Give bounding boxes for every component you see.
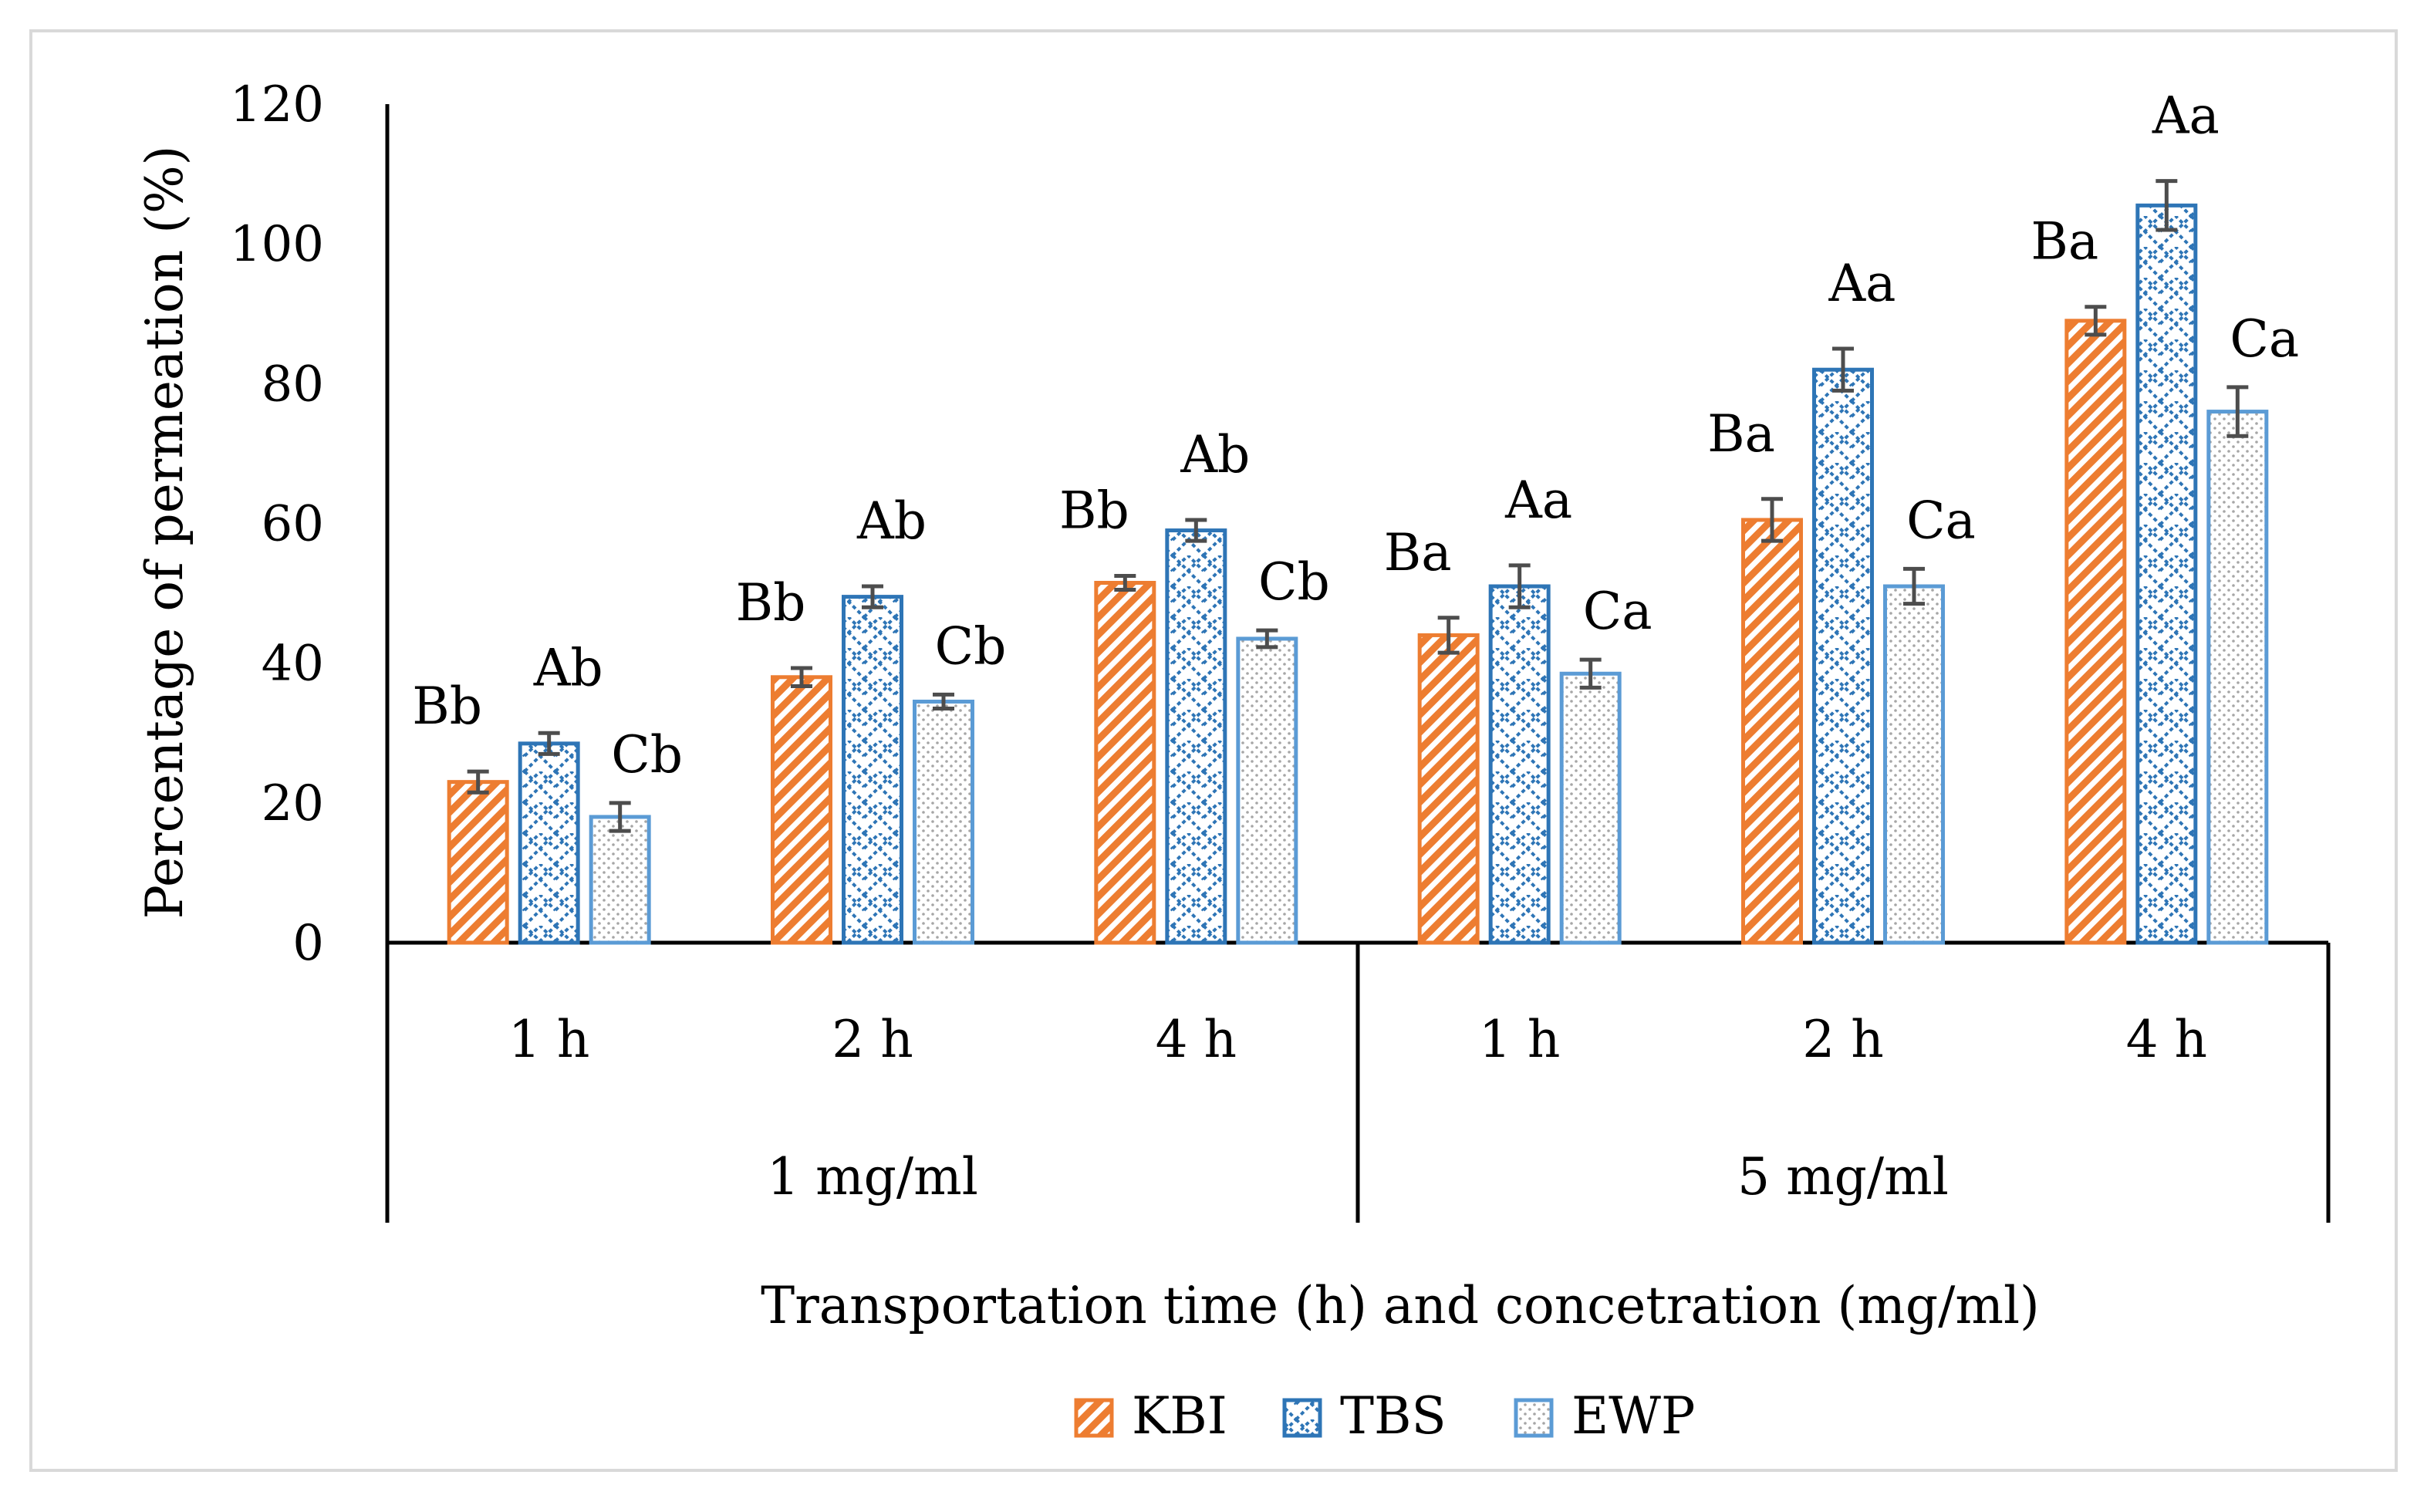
error-bar: [2226, 385, 2249, 438]
bar-tbs: [1165, 528, 1227, 945]
legend-swatch-kbi: [1074, 1398, 1114, 1438]
significance-label: Aa: [1828, 254, 1896, 313]
significance-label: Cb: [611, 725, 683, 785]
error-bar: [1832, 346, 1854, 393]
y-tick-label: 60: [262, 496, 324, 553]
axes: 1 mg/ml 5 mg/ml: [385, 104, 2331, 1223]
error-bar: [1508, 563, 1531, 609]
bar-kbi: [1417, 633, 1480, 945]
bars: Bb Bb Bb Ba Ba Ba Ab Ab Ab Aa Aa Aa Cb Cb Cb Ca Ca Ca: [412, 86, 2299, 945]
y-axis-ticks: 0 20 40 60 80 100 120: [230, 76, 324, 972]
group-label: 5 mg/ml: [1737, 1147, 1949, 1207]
legend-label-ewp: EWP: [1571, 1386, 1695, 1446]
error-bar: [538, 731, 560, 756]
significance-label: Ba: [1707, 404, 1775, 464]
significance-label: Ab: [856, 491, 927, 551]
x-axis-categories: 1 h 2 h 4 h 1 h 2 h 4 h: [508, 1010, 2207, 1069]
y-tick-label: 100: [230, 216, 324, 273]
error-bar: [467, 769, 489, 795]
error-bar: [1114, 573, 1136, 592]
chart-frame: [29, 29, 2398, 1472]
error-bar: [1256, 628, 1278, 650]
error-bar: [1579, 657, 1602, 690]
x-tick-label: 2 h: [832, 1010, 913, 1069]
error-bar: [1437, 616, 1460, 655]
bar-kbi: [2064, 319, 2127, 945]
legend-swatch-ewp: [1514, 1398, 1554, 1438]
significance-label: Aa: [2152, 86, 2220, 146]
legend-label-tbs: TBS: [1340, 1386, 1447, 1446]
error-bar: [862, 584, 883, 609]
legend-label-kbi: KBI: [1132, 1386, 1227, 1446]
bar-ewp: [1883, 584, 1945, 945]
bar-ewp: [589, 815, 651, 945]
x-tick-label: 2 h: [1802, 1010, 1883, 1069]
error-bar: [1761, 497, 1783, 543]
y-tick-label: 0: [292, 915, 324, 972]
significance-label: Ba: [2031, 212, 2098, 272]
error-bar: [2155, 179, 2178, 232]
bar-kbi: [771, 675, 832, 945]
error-bar: [1903, 566, 1925, 606]
bar-kbi: [447, 780, 509, 945]
x-tick-label: 1 h: [1479, 1010, 1560, 1069]
x-tick-label: 4 h: [1156, 1010, 1237, 1069]
significance-label: Ca: [1906, 491, 1976, 550]
error-bar: [933, 692, 954, 711]
significance-label: Ca: [1583, 582, 1652, 641]
significance-label: Ca: [2230, 309, 2299, 369]
legend: KBI TBS EWP: [1074, 1386, 1695, 1446]
y-tick-label: 80: [262, 356, 324, 413]
legend-swatch-tbs: [1282, 1398, 1322, 1438]
significance-label: Bb: [412, 677, 482, 736]
y-tick-label: 120: [230, 76, 324, 133]
bar-tbs: [518, 741, 580, 945]
bar-ewp: [2206, 410, 2269, 945]
y-axis-label: Percentage of permeation (%): [135, 146, 194, 920]
bar-ewp: [1559, 671, 1622, 945]
significance-label: Cb: [935, 616, 1007, 676]
significance-label: Aa: [1504, 471, 1572, 530]
group-label: 1 mg/ml: [767, 1147, 978, 1207]
significance-label: Ab: [1180, 425, 1250, 484]
y-tick-label: 40: [262, 636, 324, 693]
bar-kbi: [1741, 518, 1803, 945]
significance-label: Ba: [1384, 523, 1452, 582]
bar-kbi: [1094, 580, 1156, 945]
x-axis-label: Transportation time (h) and concetration…: [761, 1276, 2040, 1335]
bar-ewp: [1236, 636, 1298, 945]
significance-label: Bb: [736, 573, 806, 633]
bar-tbs: [842, 595, 903, 945]
bar-tbs: [1812, 367, 1874, 945]
y-tick-label: 20: [262, 775, 324, 832]
bar-ewp: [913, 699, 974, 945]
error-bar: [2085, 305, 2107, 337]
error-bar: [609, 801, 631, 833]
significance-label: Cb: [1258, 552, 1330, 612]
significance-label: Ab: [533, 638, 603, 697]
bar-tbs: [1488, 584, 1551, 945]
significance-label: Bb: [1059, 481, 1129, 540]
x-tick-label: 4 h: [2126, 1010, 2207, 1069]
x-tick-label: 1 h: [508, 1010, 589, 1069]
error-bar: [1185, 518, 1207, 543]
error-bar: [791, 666, 812, 689]
bar-tbs: [2135, 203, 2198, 945]
